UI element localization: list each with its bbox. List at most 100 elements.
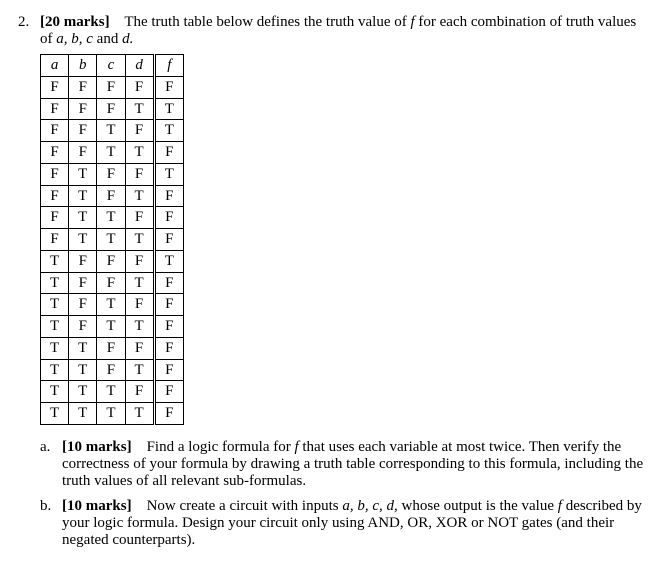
table-cell: F: [97, 337, 125, 359]
table-cell: T: [154, 250, 183, 272]
table-cell: T: [97, 120, 125, 142]
table-cell: F: [154, 207, 183, 229]
table-cell: T: [125, 403, 154, 425]
part-b: b. [10 marks] Now create a circuit with …: [40, 498, 650, 549]
table-cell: T: [41, 294, 69, 316]
table-row: TTTFF: [41, 381, 184, 403]
col-a: a: [41, 55, 69, 77]
part-a-label: a.: [40, 439, 58, 456]
table-cell: T: [97, 142, 125, 164]
table-cell: T: [69, 337, 97, 359]
part-a-marks: [10 marks]: [62, 439, 132, 455]
table-cell: T: [41, 250, 69, 272]
table-cell: T: [97, 294, 125, 316]
table-cell: T: [154, 163, 183, 185]
table-cell: F: [97, 98, 125, 120]
part-b-marks: [10 marks]: [62, 498, 132, 514]
table-cell: F: [69, 98, 97, 120]
part-a: a. [10 marks] Find a logic formula for f…: [40, 439, 650, 490]
table-row: FFTFT: [41, 120, 184, 142]
table-row: TTFFF: [41, 337, 184, 359]
part-b-vars: a, b, c, d,: [342, 498, 397, 514]
table-cell: F: [41, 98, 69, 120]
table-row: FTTFF: [41, 207, 184, 229]
table-cell: T: [125, 185, 154, 207]
intro-text-1: The truth table below defines the truth …: [124, 14, 406, 30]
table-cell: F: [41, 142, 69, 164]
col-b: b: [69, 55, 97, 77]
table-cell: T: [69, 185, 97, 207]
table-cell: F: [69, 250, 97, 272]
table-cell: F: [154, 337, 183, 359]
table-cell: T: [97, 229, 125, 251]
part-b-var-f: f: [558, 498, 562, 514]
table-cell: T: [125, 142, 154, 164]
intro-vars: a, b, c: [56, 31, 93, 47]
table-cell: T: [97, 403, 125, 425]
table-cell: F: [154, 142, 183, 164]
table-row: FFFFF: [41, 76, 184, 98]
table-cell: F: [69, 120, 97, 142]
part-b-label: b.: [40, 498, 58, 515]
table-cell: T: [125, 359, 154, 381]
table-cell: T: [125, 272, 154, 294]
table-cell: F: [154, 185, 183, 207]
table-cell: F: [125, 120, 154, 142]
part-a-text1: Find a logic formula for: [147, 439, 291, 455]
table-cell: T: [41, 272, 69, 294]
question-block: 2. [20 marks] The truth table below defi…: [18, 14, 650, 48]
part-a-var-f: f: [294, 439, 298, 455]
intro-and: and: [97, 31, 119, 47]
table-row: TFFFT: [41, 250, 184, 272]
table-cell: T: [41, 381, 69, 403]
table-row: FTFFT: [41, 163, 184, 185]
table-cell: T: [125, 229, 154, 251]
table-row: FFFTT: [41, 98, 184, 120]
table-cell: T: [125, 98, 154, 120]
table-cell: T: [69, 381, 97, 403]
table-cell: F: [41, 120, 69, 142]
table-cell: T: [154, 98, 183, 120]
intro-var-f: f: [410, 14, 414, 30]
part-b-text2: whose output is the value: [402, 498, 554, 514]
table-cell: T: [41, 359, 69, 381]
table-cell: F: [154, 294, 183, 316]
table-cell: F: [97, 163, 125, 185]
table-cell: F: [69, 142, 97, 164]
table-cell: T: [125, 316, 154, 338]
marks-label: [20 marks]: [40, 14, 110, 30]
part-b-text1: Now create a circuit with inputs: [147, 498, 339, 514]
question-number: 2.: [18, 14, 36, 31]
part-b-body: [10 marks] Now create a circuit with inp…: [62, 498, 650, 549]
table-cell: F: [154, 229, 183, 251]
truth-table: a b c d f FFFFFFFFTTFFTFTFFTTFFTFFTFTFTF…: [40, 54, 184, 425]
table-cell: F: [41, 229, 69, 251]
table-cell: F: [154, 359, 183, 381]
intro-var-d: d.: [122, 31, 133, 47]
table-cell: F: [41, 76, 69, 98]
table-cell: F: [125, 76, 154, 98]
table-cell: F: [69, 76, 97, 98]
table-cell: F: [41, 163, 69, 185]
table-cell: F: [41, 185, 69, 207]
table-cell: F: [41, 207, 69, 229]
table-cell: F: [154, 76, 183, 98]
table-cell: T: [41, 403, 69, 425]
table-cell: T: [41, 337, 69, 359]
table-row: TFTTF: [41, 316, 184, 338]
table-cell: F: [97, 76, 125, 98]
col-c: c: [97, 55, 125, 77]
table-cell: F: [125, 250, 154, 272]
table-row: TFFTF: [41, 272, 184, 294]
table-cell: F: [69, 316, 97, 338]
table-cell: T: [41, 316, 69, 338]
table-cell: F: [125, 381, 154, 403]
col-f: f: [154, 55, 183, 77]
table-cell: T: [69, 359, 97, 381]
table-cell: F: [69, 294, 97, 316]
table-cell: F: [125, 337, 154, 359]
table-cell: T: [69, 403, 97, 425]
table-cell: T: [69, 207, 97, 229]
table-cell: F: [97, 359, 125, 381]
table-row: FTTTF: [41, 229, 184, 251]
